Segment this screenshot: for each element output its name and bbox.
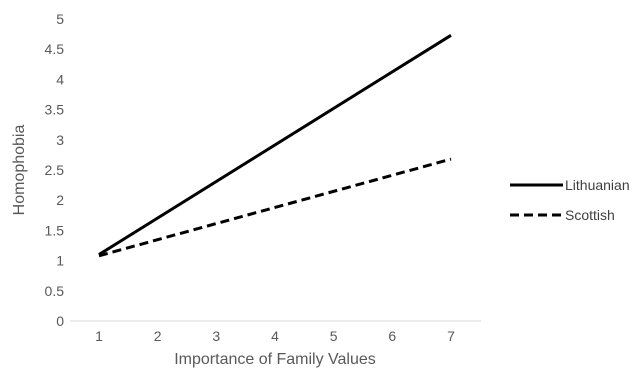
y-tick-label: 4.5 (45, 41, 65, 57)
x-tick-label: 3 (212, 328, 220, 344)
y-tick-label: 0.5 (45, 283, 65, 299)
legend-label-scottish: Scottish (565, 207, 615, 223)
legend: Lithuanian Scottish (510, 177, 630, 223)
series-line-scottish (98, 157, 452, 258)
x-tick-label: 4 (271, 328, 279, 344)
y-tick-label: 3 (56, 132, 64, 148)
x-tick-label: 7 (447, 328, 455, 344)
series-group (98, 34, 452, 258)
y-tick-label: 2.5 (45, 162, 65, 178)
x-tick-label: 1 (95, 328, 103, 344)
legend-label-lithuanian: Lithuanian (565, 177, 630, 193)
x-tick-label: 2 (154, 328, 162, 344)
y-axis-title: Homophobia (11, 125, 28, 216)
y-tick-label: 4 (56, 71, 64, 87)
y-axis-ticks: 0 0.5 1 1.5 2 2.5 3 3.5 4 4.5 5 (45, 11, 65, 329)
series-line-lithuanian (98, 34, 452, 256)
x-axis-title: Importance of Family Values (174, 351, 376, 368)
x-tick-label: 5 (330, 328, 338, 344)
x-tick-label: 6 (388, 328, 396, 344)
y-tick-label: 5 (56, 11, 64, 27)
y-tick-label: 1.5 (45, 222, 65, 238)
y-tick-label: 2 (56, 192, 64, 208)
x-axis-ticks: 1 2 3 4 5 6 7 (95, 328, 455, 344)
y-tick-label: 3.5 (45, 102, 65, 118)
y-tick-label: 0 (56, 313, 64, 329)
y-tick-label: 1 (56, 253, 64, 269)
